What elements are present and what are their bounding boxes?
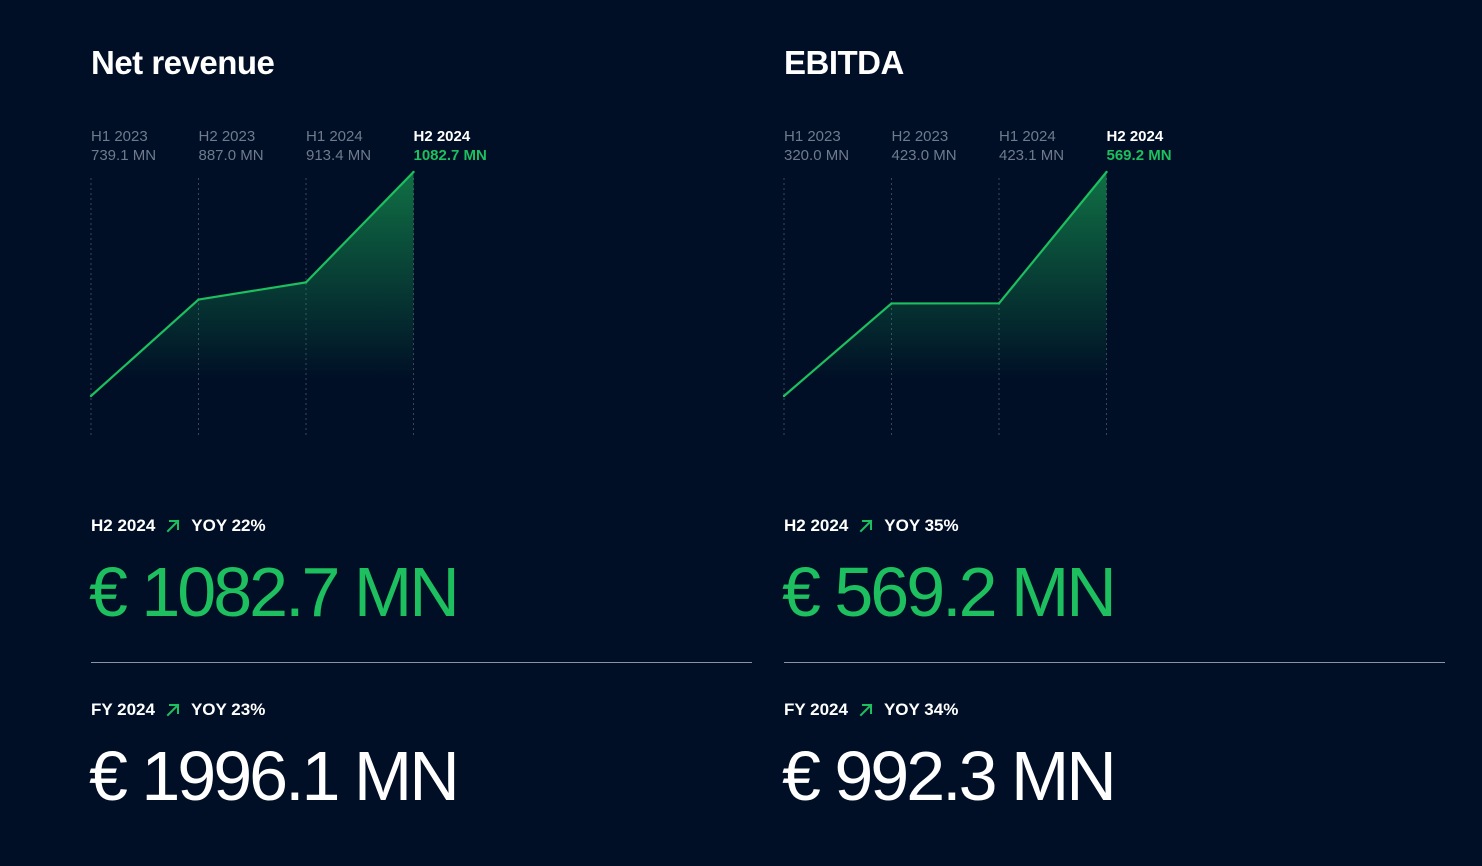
arrow-up-right-icon — [166, 703, 180, 717]
ebitda-panel: EBITDA H1 2023 320.0 MN H2 2023 423.0 MN H1 … — [782, 0, 1446, 866]
divider — [91, 662, 752, 663]
tick-label: H1 2024 — [999, 128, 1056, 145]
panel-title: Net revenue — [91, 44, 275, 81]
half-year-period: H2 2024 — [784, 516, 849, 535]
data-label: 320.0 MN — [784, 147, 849, 164]
half-year-yoy: YOY 22% — [191, 516, 266, 535]
full-year-yoy: YOY 23% — [190, 700, 266, 719]
arrow-up-right-icon — [859, 519, 873, 533]
data-point — [412, 170, 415, 174]
tick-label: H2 2023 — [892, 128, 949, 145]
series-line — [90, 171, 415, 397]
half-year-period: H2 2024 — [91, 516, 156, 535]
full-year-value: € 1996.1 MN — [89, 737, 460, 815]
series-area — [91, 172, 414, 416]
data-point — [304, 281, 308, 284]
data-point — [89, 394, 93, 398]
tick-label: H2 2024 — [414, 128, 471, 145]
full-year-kpi-label: FY 2024 YOY 34% — [784, 700, 958, 720]
tick-label: H2 2023 — [199, 128, 256, 145]
half-year-kpi-label: H2 2024 YOY 22% — [91, 516, 266, 536]
tick-label: H1 2024 — [306, 128, 363, 145]
half-year-value: € 569.2 MN — [782, 553, 1117, 631]
ebitda-chart: H1 2023 320.0 MN H2 2023 423.0 MN H1 2024 423… — [782, 128, 1172, 438]
data-label: 1082.7 MN — [414, 147, 487, 164]
data-label: 423.0 MN — [892, 147, 957, 164]
net-revenue-chart: H1 2023 739.1 MN H2 2023 887.0 MN H1 2024 913… — [89, 128, 487, 438]
data-point — [197, 298, 200, 301]
full-year-value: € 992.3 MN — [782, 737, 1117, 815]
arrow-up-right-icon — [859, 703, 873, 717]
data-point — [890, 302, 893, 305]
data-label: 739.1 MN — [91, 147, 156, 164]
tick-label: H1 2023 — [91, 128, 148, 145]
full-year-yoy: YOY 34% — [883, 700, 959, 719]
arrow-up-right-icon — [166, 519, 180, 533]
full-year-period: FY 2024 — [91, 700, 155, 719]
half-year-kpi-label: H2 2024 YOY 35% — [784, 516, 959, 536]
series-area — [784, 172, 1107, 416]
data-label: 913.4 MN — [306, 147, 371, 164]
divider — [784, 662, 1445, 663]
panel-title: EBITDA — [784, 44, 904, 81]
half-year-value: € 1082.7 MN — [89, 553, 460, 631]
data-label: 423.1 MN — [999, 147, 1064, 164]
series-line — [783, 171, 1108, 397]
data-label: 887.0 MN — [199, 147, 264, 164]
full-year-period: FY 2024 — [784, 700, 848, 719]
half-year-yoy: YOY 35% — [884, 516, 959, 535]
tick-label: H1 2023 — [784, 128, 841, 145]
data-point — [997, 302, 1001, 305]
data-point — [782, 394, 786, 398]
data-point — [1105, 170, 1108, 174]
net-revenue-panel: Net revenue H1 2023 739.1 MN H2 2023 887.0 … — [89, 0, 753, 866]
tick-label: H2 2024 — [1107, 128, 1164, 145]
full-year-kpi-label: FY 2024 YOY 23% — [91, 700, 265, 720]
data-label: 569.2 MN — [1107, 147, 1172, 164]
